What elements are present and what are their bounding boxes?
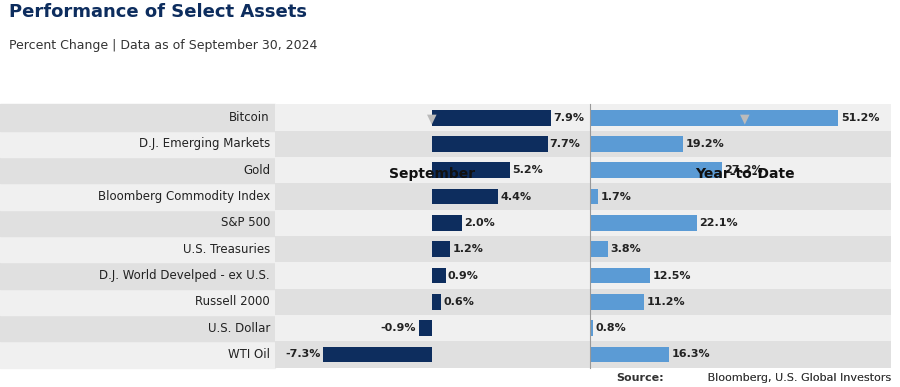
Bar — [0, 262, 900, 289]
Bar — [590, 210, 900, 236]
Text: 5.2%: 5.2% — [512, 165, 543, 175]
Text: 19.2%: 19.2% — [685, 139, 724, 149]
Text: 12.5%: 12.5% — [652, 271, 691, 281]
Text: 0.9%: 0.9% — [448, 271, 479, 281]
Text: U.S. Treasuries: U.S. Treasuries — [183, 243, 270, 256]
Bar — [590, 315, 900, 341]
Text: 0.6%: 0.6% — [443, 297, 474, 307]
Text: Performance of Select Assets: Performance of Select Assets — [9, 3, 307, 21]
Text: Percent Change | Data as of September 30, 2024: Percent Change | Data as of September 30… — [9, 39, 318, 52]
Bar — [590, 110, 839, 125]
Bar — [590, 347, 669, 362]
Bar — [590, 183, 900, 210]
Bar — [590, 241, 608, 257]
Bar — [432, 215, 462, 231]
Text: Bitcoin: Bitcoin — [230, 111, 270, 124]
Bar — [0, 341, 900, 368]
Text: WTI Oil: WTI Oil — [228, 348, 270, 361]
Bar — [590, 341, 900, 368]
Bar — [590, 136, 683, 152]
Bar — [0, 236, 900, 262]
Bar — [590, 294, 644, 310]
Text: S&P 500: S&P 500 — [220, 216, 270, 229]
Bar — [590, 262, 900, 289]
Bar — [590, 163, 722, 178]
Bar — [590, 157, 900, 183]
Text: 7.7%: 7.7% — [550, 139, 580, 149]
Bar — [432, 163, 510, 178]
Bar — [0, 131, 900, 157]
Text: 16.3%: 16.3% — [671, 349, 710, 360]
Text: 0.8%: 0.8% — [596, 323, 626, 333]
Text: ▼: ▼ — [740, 112, 750, 125]
Text: 2.0%: 2.0% — [464, 218, 495, 228]
Text: 22.1%: 22.1% — [699, 218, 738, 228]
Bar — [432, 136, 547, 152]
Bar — [590, 289, 900, 315]
Text: Gold: Gold — [243, 164, 270, 177]
Bar — [418, 320, 432, 336]
Bar — [590, 320, 593, 336]
Bar — [590, 104, 900, 131]
Text: Source: Bloomberg, U.S. Global Investors: Source: Bloomberg, U.S. Global Investors — [661, 373, 890, 383]
Text: U.S. Dollar: U.S. Dollar — [208, 322, 270, 335]
Text: 3.8%: 3.8% — [610, 244, 641, 254]
Text: 11.2%: 11.2% — [646, 297, 685, 307]
Bar — [590, 215, 697, 231]
Bar — [590, 268, 651, 283]
Bar — [0, 210, 900, 236]
Bar — [0, 104, 900, 131]
Text: Year-to-Date: Year-to-Date — [695, 167, 795, 181]
Text: -7.3%: -7.3% — [285, 349, 320, 360]
Text: Bloomberg Commodity Index: Bloomberg Commodity Index — [98, 190, 270, 203]
Text: 7.9%: 7.9% — [553, 113, 584, 123]
Text: 4.4%: 4.4% — [500, 192, 531, 202]
Bar — [0, 289, 900, 315]
Bar — [0, 315, 900, 341]
Bar — [432, 110, 551, 125]
Text: Source:: Source: — [616, 373, 664, 383]
Text: Bloomberg, U.S. Global Investors: Bloomberg, U.S. Global Investors — [704, 373, 891, 383]
Text: 1.7%: 1.7% — [600, 192, 631, 202]
Bar — [590, 131, 900, 157]
Text: -0.9%: -0.9% — [381, 323, 416, 333]
Bar — [432, 189, 498, 204]
Bar — [0, 157, 900, 183]
Bar — [590, 236, 900, 262]
Text: Russell 2000: Russell 2000 — [195, 295, 270, 308]
Text: 1.2%: 1.2% — [452, 244, 483, 254]
Text: Bloomberg, U.S. Global Investors: Bloomberg, U.S. Global Investors — [704, 373, 891, 383]
Bar — [322, 347, 432, 362]
Bar — [432, 294, 441, 310]
Text: D.J. Emerging Markets: D.J. Emerging Markets — [139, 137, 270, 151]
Bar — [0, 183, 900, 210]
Text: ▼: ▼ — [428, 112, 436, 125]
Text: September: September — [389, 167, 475, 181]
Text: D.J. World Develped - ex U.S.: D.J. World Develped - ex U.S. — [99, 269, 270, 282]
Bar — [590, 189, 598, 204]
Text: 51.2%: 51.2% — [841, 113, 879, 123]
Bar — [432, 268, 446, 283]
Bar — [432, 241, 450, 257]
Text: 27.2%: 27.2% — [724, 165, 763, 175]
